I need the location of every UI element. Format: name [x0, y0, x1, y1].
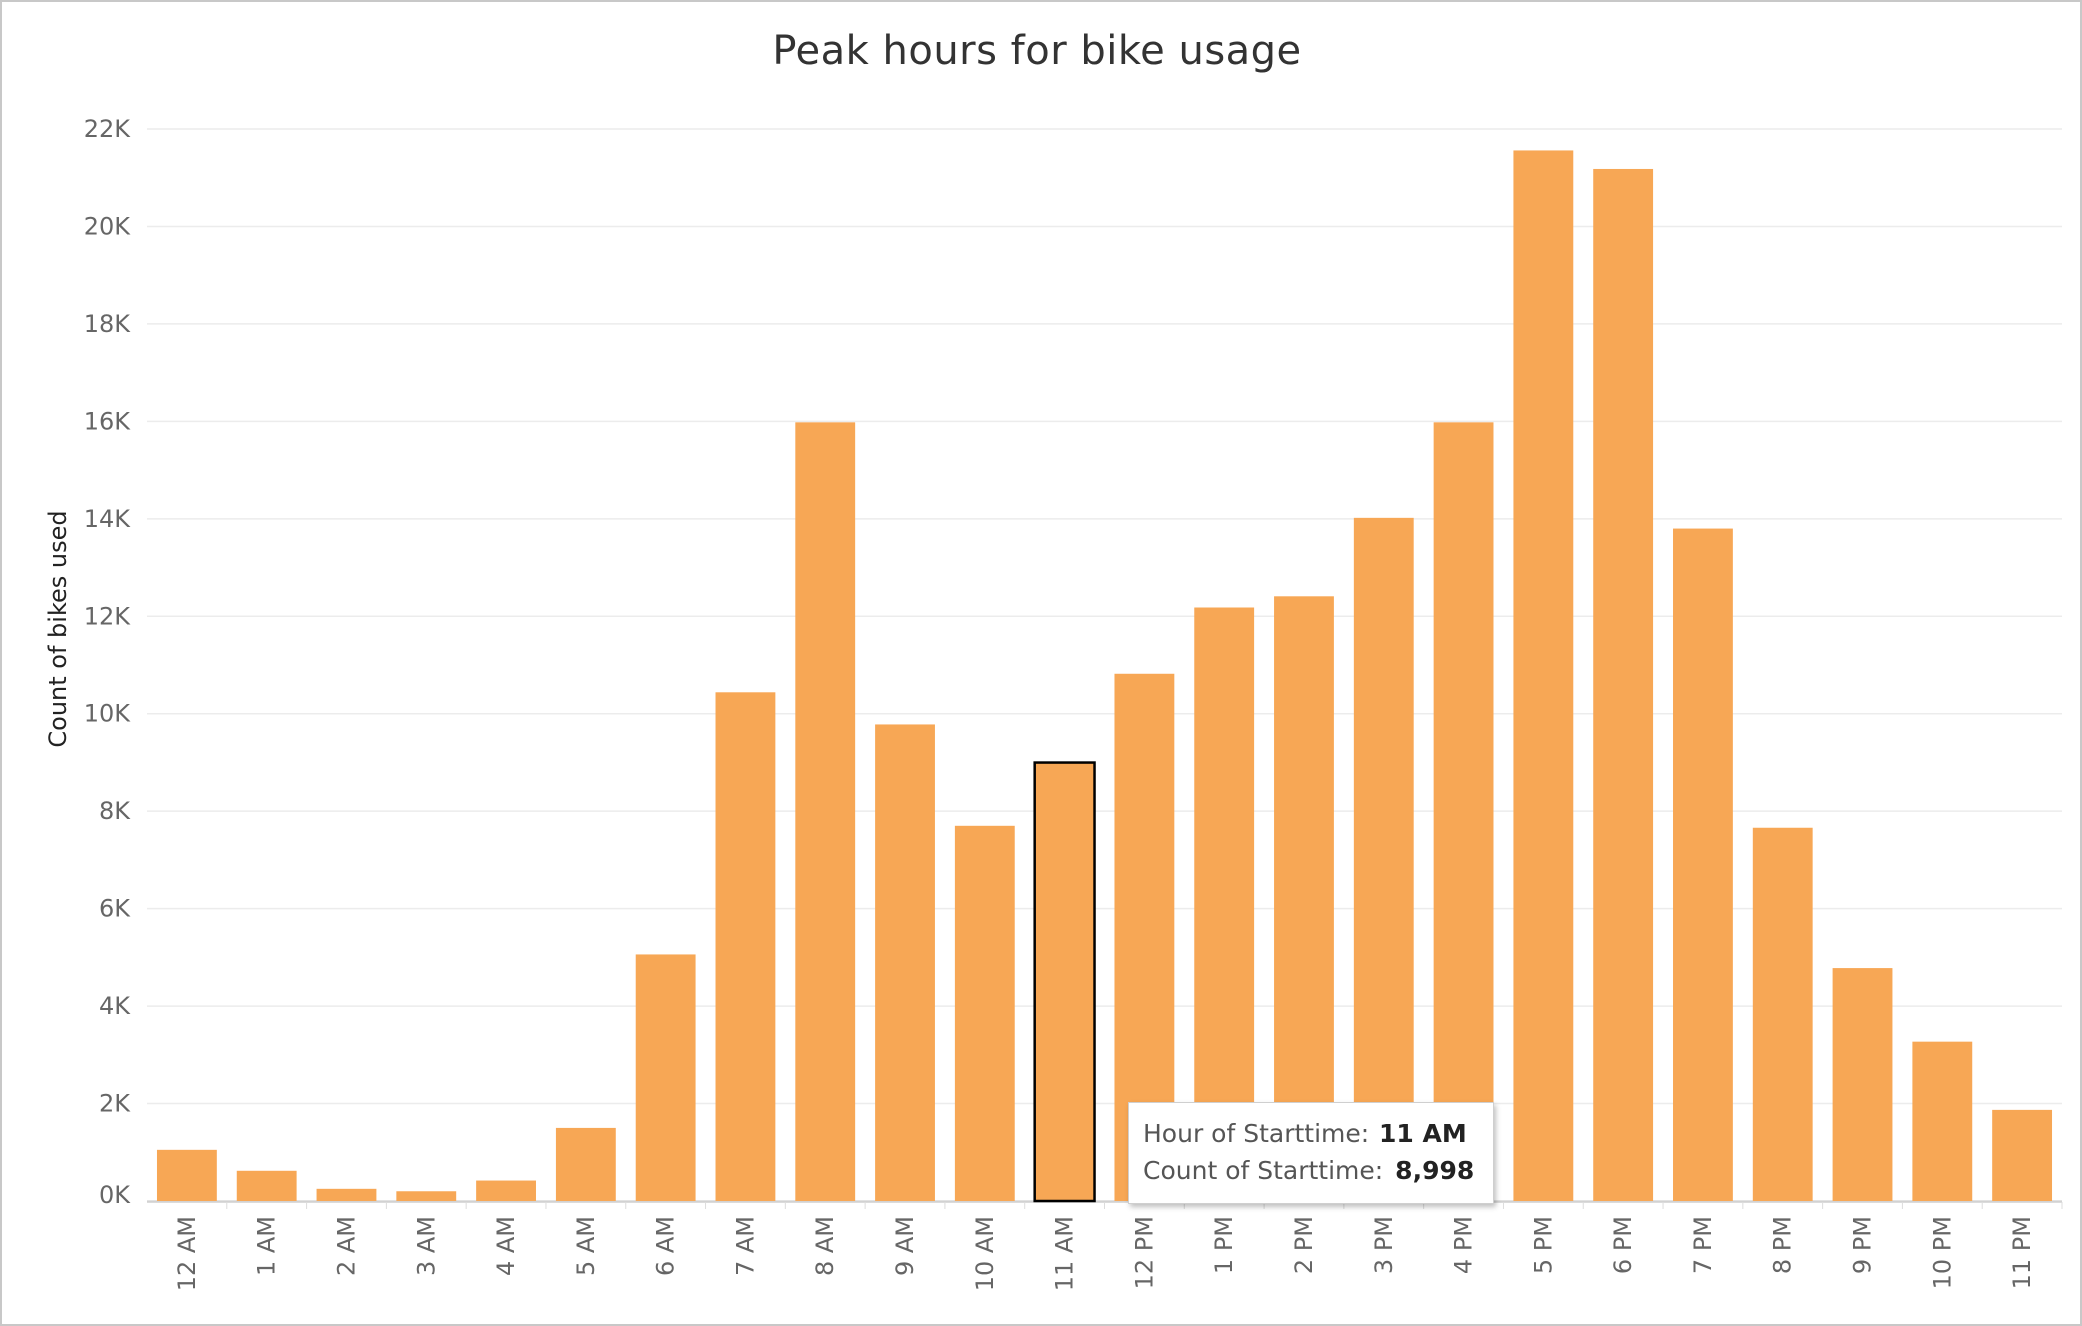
bar[interactable] — [476, 1180, 536, 1201]
x-tick-label: 9 PM — [1849, 1216, 1877, 1274]
bar[interactable] — [1832, 968, 1893, 1201]
bar[interactable] — [954, 825, 1015, 1201]
y-tick-label: 0K — [99, 1181, 131, 1209]
bar[interactable] — [396, 1191, 457, 1201]
x-tick-label: 12 AM — [173, 1216, 201, 1291]
x-tick-label: 5 PM — [1529, 1216, 1557, 1274]
y-tick-label: 4K — [99, 992, 131, 1020]
x-tick-label: 4 AM — [492, 1216, 520, 1276]
bar[interactable] — [1274, 596, 1334, 1201]
tooltip-row-count: Count of Starttime: 8,998 — [1143, 1156, 1474, 1185]
y-tick-label: 6K — [99, 895, 131, 923]
bar[interactable] — [316, 1188, 377, 1201]
bar[interactable] — [1433, 422, 1494, 1201]
x-tick-label: 4 PM — [1450, 1216, 1478, 1274]
tooltip-hour-value: 11 AM — [1379, 1119, 1467, 1148]
x-tick-label: 6 AM — [652, 1216, 680, 1276]
y-axis-label: Count of bikes used — [44, 510, 72, 747]
bar[interactable] — [1673, 528, 1733, 1201]
bar[interactable] — [1353, 517, 1414, 1201]
y-tick-label: 12K — [84, 602, 132, 630]
tooltip-count-label: Count of Starttime: — [1143, 1156, 1384, 1185]
tooltip-row-hour: Hour of Starttime: 11 AM — [1143, 1119, 1467, 1148]
x-tick-label: 1 PM — [1210, 1216, 1238, 1274]
bar[interactable] — [635, 954, 696, 1201]
x-tick-label: 3 PM — [1370, 1216, 1398, 1274]
x-tick-label: 5 AM — [572, 1216, 600, 1276]
x-tick-label: 7 PM — [1689, 1216, 1717, 1274]
x-tick-label: 11 AM — [1051, 1216, 1079, 1291]
y-tick-label: 2K — [99, 1090, 131, 1118]
x-tick-label: 9 AM — [891, 1216, 919, 1276]
bar[interactable] — [875, 724, 935, 1201]
y-tick-label: 20K — [84, 212, 132, 240]
x-tick-label: 12 PM — [1130, 1216, 1158, 1289]
x-tick-label: 7 AM — [731, 1216, 759, 1276]
x-tick-label: 11 PM — [2008, 1216, 2036, 1289]
y-tick-label: 8K — [99, 797, 131, 825]
x-tick-label: 3 AM — [412, 1216, 440, 1276]
y-tick-label: 16K — [84, 407, 132, 435]
x-tick-label: 8 AM — [811, 1216, 839, 1276]
bar[interactable] — [715, 692, 776, 1201]
bar[interactable] — [236, 1170, 297, 1201]
y-tick-label: 18K — [84, 310, 132, 338]
x-axis-ticks: 12 AM 1 AM 2 AM 3 AM 4 AM 5 AM 6 AM 7 AM 8 AM 9 A… — [173, 1202, 2063, 1291]
bar[interactable] — [1593, 168, 1654, 1202]
bar[interactable] — [795, 422, 856, 1201]
x-tick-label: 2 AM — [332, 1216, 360, 1276]
chart-title: Peak hours for bike usage — [772, 28, 1302, 74]
bar[interactable] — [1992, 1109, 2053, 1201]
bar-tooltip: Hour of Starttime: 11 AM Count of Startt… — [1128, 1102, 1494, 1204]
y-tick-label: 10K — [84, 700, 132, 728]
bars — [156, 150, 2053, 1203]
x-tick-label: 10 AM — [971, 1216, 999, 1291]
bar[interactable] — [555, 1127, 616, 1201]
y-tick-label: 22K — [84, 115, 132, 143]
bar[interactable] — [1752, 827, 1813, 1201]
x-tick-label: 2 PM — [1290, 1216, 1318, 1274]
x-tick-label: 1 AM — [253, 1216, 281, 1276]
bar[interactable] — [1912, 1041, 1973, 1201]
x-tick-label: 6 PM — [1609, 1216, 1637, 1274]
y-axis-ticks: 0K 2K 4K 6K 8K 10K 12K 14K 16K 18K 20K 22K — [84, 115, 132, 1209]
bar[interactable] — [1513, 150, 1574, 1202]
bar[interactable] — [1033, 761, 1096, 1203]
gridlines — [147, 128, 2062, 1203]
tooltip-count-value: 8,998 — [1395, 1156, 1475, 1185]
tooltip-hour-label: Hour of Starttime: — [1143, 1119, 1370, 1148]
x-tick-label: 8 PM — [1769, 1216, 1797, 1274]
y-tick-label: 14K — [84, 505, 132, 533]
x-tick-label: 10 PM — [1928, 1216, 1956, 1289]
bar[interactable] — [156, 1149, 217, 1201]
